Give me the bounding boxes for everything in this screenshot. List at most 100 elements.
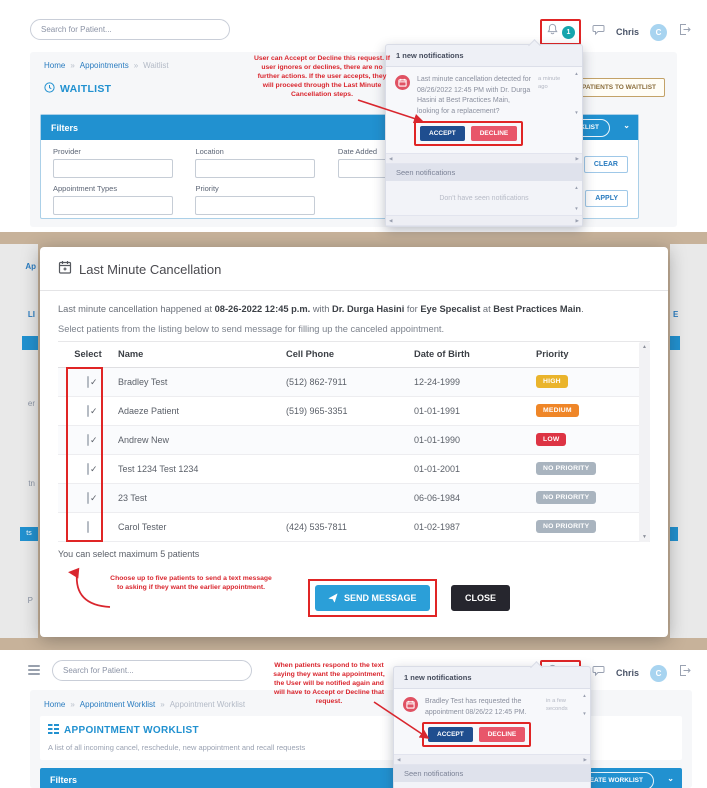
seen-empty-label: Don't have seen notifications bbox=[439, 194, 529, 202]
seen-notifications-empty: Don't have seen notifications ▲ ▼ bbox=[386, 181, 582, 215]
chevron-down-icon[interactable]: ⌄ bbox=[623, 121, 630, 130]
accept-button[interactable]: ACCEPT bbox=[420, 126, 465, 141]
filters-title: Filters bbox=[51, 122, 79, 133]
notification-message: Last minute cancellation detected for 08… bbox=[417, 76, 532, 115]
scrollbar-vertical[interactable]: ▲ ▼ bbox=[581, 693, 588, 716]
breadcrumb-worklist[interactable]: Appointment Worklist bbox=[79, 700, 156, 709]
notification-badge[interactable]: 1 bbox=[561, 25, 575, 39]
calendar-plus-icon bbox=[58, 260, 72, 279]
scrollbar-horizontal[interactable]: ◀ ▶ bbox=[386, 153, 582, 164]
annotation-choose-patients: Choose up to five patients to send a tex… bbox=[110, 574, 272, 591]
priority-label: Priority bbox=[195, 184, 219, 193]
row-checkbox[interactable] bbox=[87, 520, 89, 533]
breadcrumb-separator bbox=[70, 61, 74, 70]
modal-title: Last Minute Cancellation bbox=[79, 262, 222, 277]
scroll-down-icon[interactable]: ▼ bbox=[574, 110, 579, 115]
patient-row: Adaeze Patient (519) 965-3351 01-01-1991… bbox=[58, 397, 650, 426]
patient-row: Bradley Test (512) 862-7911 12-24-1999 H… bbox=[58, 367, 650, 397]
worklist-page: 1 Chris C Home Appointment Worklist Appo… bbox=[0, 650, 707, 788]
notification-time: in a few seconds bbox=[546, 698, 568, 713]
scroll-right-icon[interactable]: ▶ bbox=[575, 217, 579, 223]
scroll-up-icon[interactable]: ▲ bbox=[574, 71, 579, 76]
row-checkbox[interactable] bbox=[87, 433, 89, 446]
scrollbar-horizontal[interactable]: ◀ ▶ bbox=[386, 215, 582, 226]
annotation-respond: When patients respond to the text saying… bbox=[273, 662, 385, 705]
seen-notifications-empty bbox=[394, 782, 590, 788]
priority-badge: NO PRIORITY bbox=[536, 520, 597, 534]
table-header-row: Select Name Cell Phone Date of Birth Pri… bbox=[58, 342, 650, 368]
scroll-down-icon[interactable]: ▼ bbox=[642, 533, 647, 540]
search-input[interactable] bbox=[30, 19, 230, 40]
breadcrumb-appointments[interactable]: Appointments bbox=[79, 61, 129, 70]
page-subtitle: A list of all incoming cancel, reschedul… bbox=[48, 743, 306, 752]
scrollbar-vertical[interactable]: ▲ ▼ bbox=[573, 185, 580, 211]
location-input[interactable] bbox=[195, 159, 316, 178]
scroll-left-icon[interactable]: ◀ bbox=[397, 756, 401, 762]
scroll-right-icon[interactable]: ▶ bbox=[583, 756, 587, 762]
scrollbar-horizontal[interactable]: ◀ ▶ bbox=[394, 754, 590, 765]
priority-badge: LOW bbox=[536, 433, 567, 447]
menu-icon[interactable] bbox=[28, 665, 40, 675]
notification-annotation-box: 1 bbox=[539, 19, 581, 45]
scroll-left-icon[interactable]: ◀ bbox=[389, 217, 393, 223]
appointment-types-input[interactable] bbox=[53, 196, 173, 215]
header-priority: Priority bbox=[536, 349, 569, 360]
patients-to-waitlist-button[interactable]: PATIENTS TO WAITLIST bbox=[572, 78, 665, 97]
breadcrumb-home[interactable]: Home bbox=[44, 61, 66, 70]
scroll-up-icon[interactable]: ▲ bbox=[574, 185, 579, 190]
decline-button[interactable]: DECLINE bbox=[478, 727, 526, 742]
search-input[interactable] bbox=[52, 660, 252, 681]
notification-message: Bradley Test has requested the appointme… bbox=[425, 698, 527, 716]
scrollbar-vertical[interactable]: ▲ ▼ bbox=[573, 71, 580, 115]
bg-fragment: er bbox=[27, 399, 35, 408]
topbar-icons: 1 Chris C bbox=[539, 19, 691, 45]
decline-button[interactable]: DECLINE bbox=[470, 126, 518, 141]
row-checkbox[interactable] bbox=[87, 462, 89, 475]
row-checkbox[interactable] bbox=[87, 404, 89, 417]
priority-input[interactable] bbox=[195, 196, 316, 215]
row-checkbox[interactable] bbox=[87, 375, 89, 388]
chat-icon[interactable] bbox=[592, 23, 605, 41]
scroll-up-icon[interactable]: ▲ bbox=[582, 693, 587, 698]
bg-fragment-bar bbox=[670, 527, 678, 541]
filter-appointment-types: Appointment Types bbox=[53, 184, 173, 215]
chevron-down-icon[interactable]: ⌄ bbox=[667, 774, 674, 783]
summary-text: at bbox=[482, 304, 491, 314]
scroll-up-icon[interactable]: ▲ bbox=[642, 343, 647, 350]
avatar[interactable]: C bbox=[650, 664, 667, 682]
user-name: Chris bbox=[615, 27, 639, 37]
provider-input[interactable] bbox=[53, 159, 173, 178]
header-name: Name bbox=[118, 349, 144, 360]
breadcrumb-home[interactable]: Home bbox=[44, 700, 66, 709]
accept-decline-annotation-box: ACCEPT DECLINE bbox=[422, 722, 532, 747]
date-added-label: Date Added bbox=[337, 147, 378, 156]
breadcrumb: Home Appointment Worklist Appointment Wo… bbox=[44, 700, 245, 709]
chat-icon[interactable] bbox=[592, 664, 605, 682]
table-scrollbar[interactable]: ▲ ▼ bbox=[639, 341, 650, 542]
patient-dob: 01-01-1991 bbox=[414, 405, 461, 416]
bell-icon[interactable] bbox=[546, 23, 559, 41]
close-button[interactable]: CLOSE bbox=[450, 584, 510, 611]
apply-button[interactable]: APPLY bbox=[585, 190, 628, 207]
bg-fragment-bar bbox=[22, 336, 38, 350]
patient-name: 23 Test bbox=[118, 492, 147, 503]
breadcrumb: Home Appointments Waitlist bbox=[44, 61, 169, 70]
scroll-left-icon[interactable]: ◀ bbox=[389, 155, 393, 161]
row-checkbox[interactable] bbox=[87, 491, 89, 504]
patient-phone: (424) 535-7811 bbox=[286, 521, 347, 532]
header-cell-phone: Cell Phone bbox=[286, 349, 335, 360]
avatar[interactable]: C bbox=[650, 23, 667, 41]
modal-title-row: Last Minute Cancellation bbox=[40, 247, 668, 291]
clear-button[interactable]: CLEAR bbox=[583, 156, 628, 173]
filter-location: Location bbox=[195, 147, 316, 178]
scroll-down-icon[interactable]: ▼ bbox=[582, 711, 587, 716]
logout-icon[interactable] bbox=[678, 664, 691, 682]
breadcrumb-separator bbox=[134, 61, 138, 70]
scroll-right-icon[interactable]: ▶ bbox=[575, 155, 579, 161]
patient-row: Test 1234 Test 1234 01-01-2001 NO PRIORI… bbox=[58, 455, 650, 484]
accept-button[interactable]: ACCEPT bbox=[428, 727, 473, 742]
logout-icon[interactable] bbox=[678, 23, 691, 41]
priority-badge: HIGH bbox=[536, 375, 568, 389]
scroll-down-icon[interactable]: ▼ bbox=[574, 206, 579, 211]
send-message-button[interactable]: SEND MESSAGE bbox=[315, 584, 430, 611]
